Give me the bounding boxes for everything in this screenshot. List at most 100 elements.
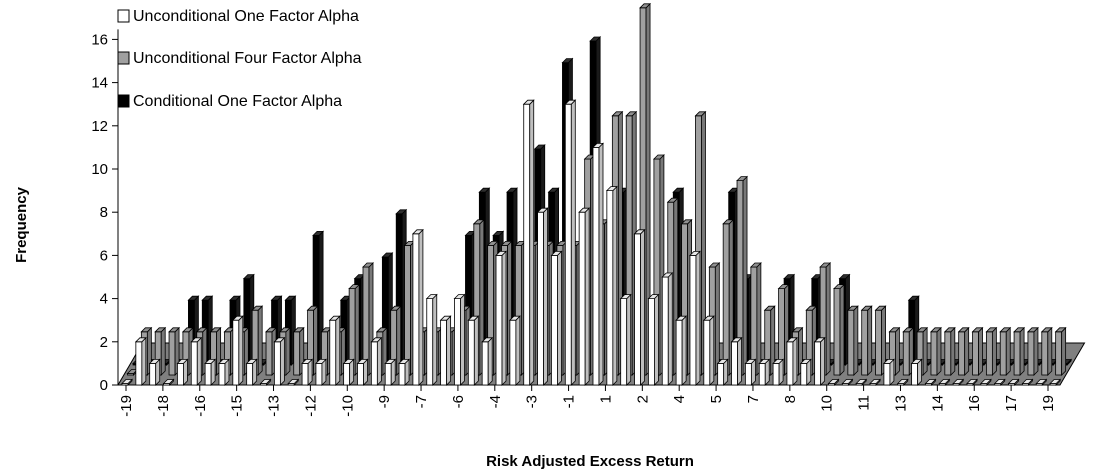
bar-four-factor <box>306 305 319 376</box>
y-tick-label: 16 <box>91 31 108 48</box>
y-tick-label: 14 <box>91 75 108 92</box>
x-tick-label: 2 <box>634 395 651 403</box>
bar-one-factor <box>993 378 1006 386</box>
y-tick-label: 4 <box>100 291 108 308</box>
bar-one-factor <box>841 378 854 386</box>
x-tick-label: -18 <box>155 395 172 417</box>
bar-one-factor <box>661 272 674 386</box>
bar-one-factor <box>259 378 272 386</box>
x-tick-label: 4 <box>671 395 688 403</box>
bar-one-factor <box>121 378 133 386</box>
bar-one-factor <box>148 358 161 386</box>
bar-one-factor <box>938 378 951 386</box>
y-tick-label: 12 <box>91 118 108 135</box>
y-tick-label: 8 <box>100 204 108 221</box>
bar-four-factor <box>652 154 665 376</box>
bar-one-factor <box>536 207 549 386</box>
bar-one-factor <box>301 358 314 386</box>
bar-one-factor <box>633 228 646 386</box>
bar-four-factor <box>943 326 956 376</box>
bar-four-factor <box>763 305 776 376</box>
bar-one-factor <box>605 185 618 386</box>
bar-one-factor <box>1035 378 1048 386</box>
y-axis-title: Frequency <box>13 186 30 263</box>
bar-one-factor <box>134 336 147 386</box>
x-tick-label: 10 <box>819 395 836 412</box>
bar-one-factor <box>813 336 826 386</box>
bar-one-factor <box>328 315 341 386</box>
bar-four-factor <box>888 326 901 376</box>
bar-four-factor <box>971 326 984 376</box>
bar-one-factor <box>647 293 660 386</box>
bar-one-factor <box>411 228 424 386</box>
bar-one-factor <box>481 336 494 386</box>
bar-one-factor <box>204 358 217 386</box>
bar-one-factor <box>966 378 978 386</box>
bar-one-factor <box>190 336 203 386</box>
x-tick-label: 7 <box>745 395 762 403</box>
bar-one-factor <box>799 358 812 386</box>
y-tick-label: 0 <box>100 377 108 394</box>
bar-one-factor <box>882 358 895 386</box>
bar-one-factor <box>453 293 466 386</box>
bar-one-factor <box>952 378 965 386</box>
legend-swatch-four-factor <box>117 51 130 65</box>
bar-four-factor <box>833 283 845 376</box>
bar-one-factor <box>370 336 383 386</box>
bar-four-factor <box>1040 326 1053 376</box>
bar-one-factor <box>1049 378 1062 386</box>
bar-one-factor <box>162 378 175 386</box>
bar-one-factor <box>619 293 632 386</box>
bar-one-factor <box>398 358 411 386</box>
x-tick-label: -15 <box>229 395 246 417</box>
bar-one-factor <box>495 250 507 386</box>
bar-four-factor <box>154 326 167 376</box>
bar-one-factor <box>564 99 577 386</box>
bar-one-factor <box>508 315 521 386</box>
bar-four-factor <box>985 326 998 376</box>
y-tick-label: 6 <box>100 247 108 264</box>
bar-four-factor <box>1054 326 1067 376</box>
x-tick-label: 13 <box>892 395 909 412</box>
bar-one-factor <box>287 378 300 386</box>
y-tick-label: 10 <box>91 161 108 178</box>
bar-four-factor <box>860 305 873 376</box>
bar-four-factor <box>846 305 859 376</box>
x-tick-label: 5 <box>708 395 725 403</box>
bar-one-factor <box>467 315 480 386</box>
bar-one-factor <box>675 315 688 386</box>
bar-four-factor <box>999 326 1012 376</box>
bar-one-factor <box>592 142 604 386</box>
bar-one-factor <box>1007 378 1020 386</box>
bar-one-factor <box>550 250 563 386</box>
bar-four-factor <box>1013 326 1026 376</box>
y-axis: 0 2 4 6 8 10 12 14 16 <box>91 29 119 394</box>
bar-four-factor <box>389 305 402 376</box>
x-tick-label: 19 <box>1040 395 1057 412</box>
y-tick-label: 2 <box>100 334 108 351</box>
x-tick-label: 17 <box>1003 395 1020 412</box>
legend-label-conditional: Conditional One Factor Alpha <box>133 93 342 110</box>
x-tick-label: -19 <box>118 395 135 417</box>
x-tick-label: -10 <box>339 395 356 417</box>
x-tick-label: 14 <box>929 395 946 412</box>
bars <box>121 2 1073 386</box>
bar-one-factor <box>758 358 771 386</box>
bar-four-factor <box>251 305 264 376</box>
bar-one-factor <box>910 358 923 386</box>
x-tick-label: -1 <box>561 395 578 408</box>
bar-one-factor <box>689 250 701 386</box>
legend-label-one-factor: Unconditional One Factor Alpha <box>133 8 359 25</box>
bar-one-factor <box>176 358 189 386</box>
legend-swatch-conditional <box>117 94 130 108</box>
x-axis-title: Risk Adjusted Excess Return <box>486 453 694 470</box>
bar-one-factor <box>772 358 785 386</box>
x-tick-label: -9 <box>376 395 393 408</box>
bar-four-factor <box>694 110 707 376</box>
x-tick-label: 8 <box>782 395 799 403</box>
bar-four-factor <box>957 326 970 376</box>
bar-one-factor <box>924 378 937 386</box>
bar-one-factor <box>730 336 743 386</box>
